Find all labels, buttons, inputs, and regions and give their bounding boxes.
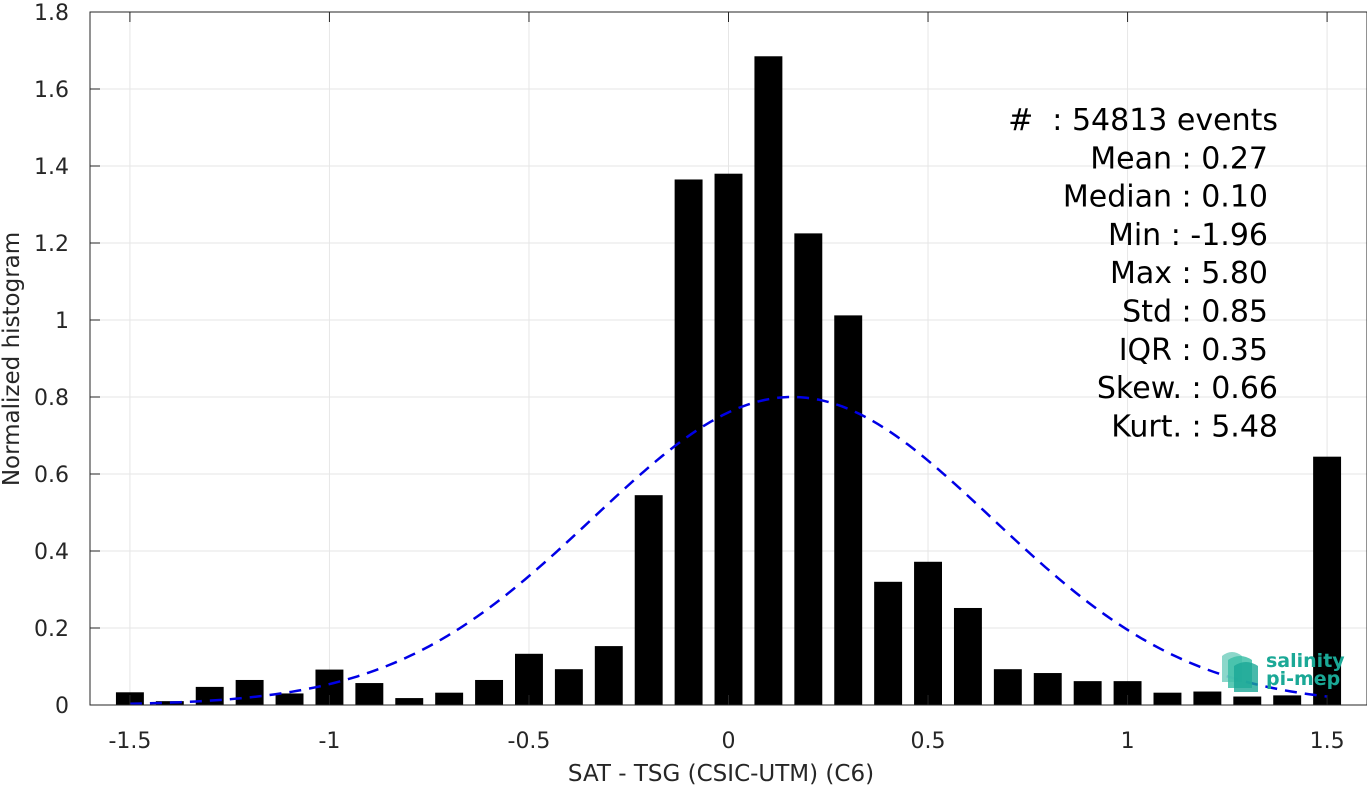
y-axis-label: Normalized histogram [0, 232, 25, 486]
histogram-bar [993, 669, 1022, 705]
y-tick-label: 1 [55, 309, 69, 334]
histogram-bar [1193, 691, 1222, 705]
histogram-bar [435, 692, 464, 705]
histogram-bar [1233, 696, 1262, 705]
histogram-bar [554, 669, 583, 705]
histogram-bar [874, 581, 903, 705]
histogram-bar [475, 679, 504, 705]
x-tick-label: -0.5 [508, 729, 551, 754]
x-tick-label: 0.5 [911, 729, 946, 754]
histogram-bar [395, 698, 424, 705]
histogram-bar [1153, 692, 1182, 705]
histogram-bar [953, 607, 982, 705]
histogram-bar [754, 56, 783, 705]
histogram-bar [355, 683, 384, 705]
y-tick-label: 1.6 [34, 78, 69, 103]
histogram-bar [1073, 681, 1102, 705]
histogram-bar [714, 173, 743, 705]
x-axis-label: SAT - TSG (CSIC-UTM) (C6) [568, 761, 874, 785]
y-tick-label: 0.8 [34, 386, 69, 411]
histogram-bar [1313, 456, 1342, 705]
stats-line: Skew. : 0.66 [1097, 371, 1278, 406]
x-tick-label: -1 [318, 729, 340, 754]
histogram-bar [834, 315, 863, 705]
histogram-bar [1033, 673, 1062, 705]
x-tick-labels: -1.5 -1 -0.5 0 0.5 1 1.5 [108, 729, 1344, 754]
normal-fit-curve [129, 395, 1328, 706]
y-tick-label: 0.4 [34, 540, 69, 565]
histogram-bar [275, 693, 304, 705]
stats-line: IQR : 0.35 [1119, 333, 1268, 368]
y-tick-label: 1.2 [34, 232, 69, 257]
stats-line: Min : -1.96 [1108, 218, 1268, 253]
y-tick-labels: 0 0.2 0.4 0.6 0.8 1 1.2 1.4 1.6 1.8 [34, 1, 69, 719]
histogram-bar [1273, 695, 1302, 705]
stats-line: Median : 0.10 [1063, 180, 1268, 215]
stats-line: Mean : 0.27 [1090, 141, 1268, 176]
stats-line: # : 54813 events [1008, 103, 1278, 138]
axis-ticks [90, 11, 1328, 706]
y-tick-label: 0.2 [34, 617, 69, 642]
salinity-pi-mep-logo: salinity pi-mep [1222, 650, 1345, 692]
histogram-bars [115, 56, 1342, 706]
wave-logo-icon [1222, 652, 1258, 692]
histogram-bar [914, 561, 942, 705]
x-tick-label: 0 [722, 729, 736, 754]
y-tick-label: 1.8 [34, 1, 69, 26]
y-tick-label: 1.4 [34, 155, 69, 180]
histogram-bar [235, 679, 264, 705]
stats-line: Max : 5.80 [1110, 256, 1268, 291]
stats-line: Std : 0.85 [1122, 295, 1268, 330]
logo-line2: pi-mep [1266, 668, 1340, 690]
x-tick-label: -1.5 [108, 729, 151, 754]
histogram-bar [794, 233, 823, 705]
y-tick-label: 0.6 [34, 463, 69, 488]
stats-line: Kurt. : 5.48 [1111, 409, 1278, 444]
histogram-bar [155, 701, 184, 705]
logo-line1: salinity [1266, 650, 1345, 672]
histogram-bar [1113, 681, 1142, 705]
x-tick-label: 1 [1121, 729, 1135, 754]
x-tick-label: 1.5 [1310, 729, 1345, 754]
histogram-bar [634, 495, 663, 705]
y-tick-label: 0 [55, 694, 69, 719]
histogram-bar [594, 646, 623, 705]
